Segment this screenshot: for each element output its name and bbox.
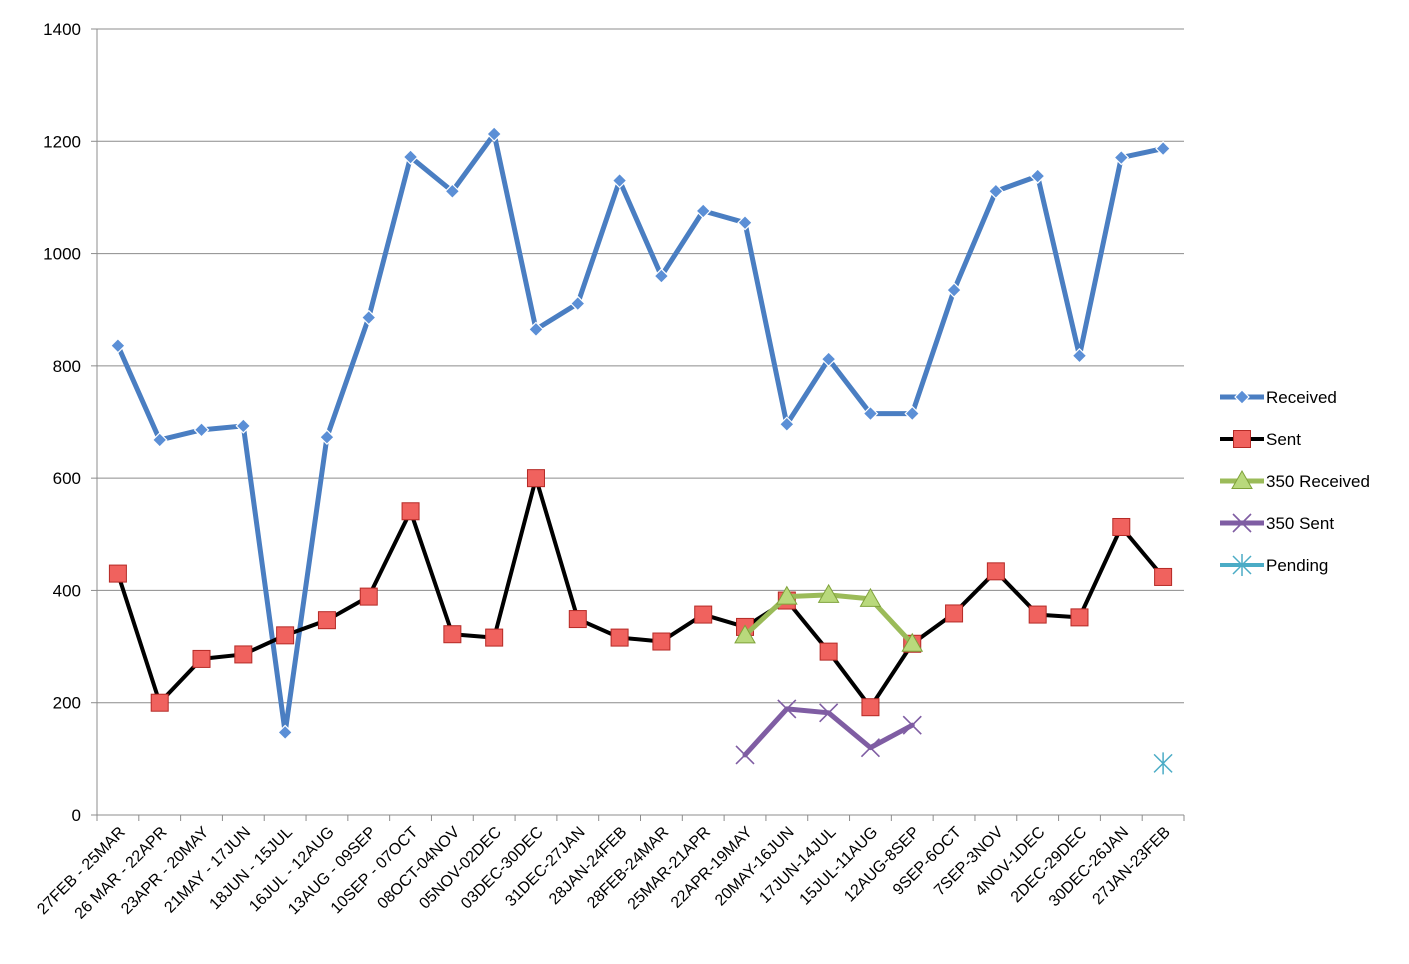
series-line-received — [115, 131, 1166, 735]
data-point-sent — [819, 642, 838, 661]
data-point-350-sent — [735, 745, 755, 765]
data-point-received — [569, 295, 586, 312]
y-tick-labels: 0 200 400 600 800 1000 1200 1400 — [43, 20, 81, 825]
data-point-sent — [1112, 517, 1131, 536]
data-point-350-sent — [902, 715, 922, 735]
y-tick-label: 0 — [72, 806, 81, 825]
data-point-received — [151, 432, 168, 448]
data-point-received — [486, 126, 503, 142]
series-pending — [1153, 752, 1173, 775]
data-point-350-received — [734, 624, 756, 644]
data-point-sent — [317, 611, 336, 630]
series-group — [108, 126, 1173, 775]
y-tick-label: 200 — [53, 694, 81, 713]
data-point-received — [778, 416, 795, 433]
y-tick-label: 1200 — [43, 132, 81, 151]
data-point-sent — [234, 645, 253, 664]
data-point-350-received — [775, 585, 798, 605]
gridlines — [97, 28, 1184, 704]
data-point-350-sent — [819, 703, 839, 723]
data-point-received — [1113, 149, 1130, 166]
data-point-sent — [1028, 605, 1047, 624]
data-point-sent — [1154, 567, 1173, 586]
series-350-received — [734, 583, 924, 652]
legend-marker-sent — [1233, 430, 1251, 448]
legend-item-received: Received — [1220, 388, 1337, 407]
data-point-350-received — [901, 632, 924, 652]
data-point-sent — [610, 628, 629, 647]
data-point-received — [110, 337, 126, 354]
data-point-sent — [192, 649, 211, 668]
legend-label: Sent — [1266, 430, 1301, 449]
data-point-received — [1071, 347, 1088, 364]
data-point-sent — [652, 632, 671, 651]
data-point-received — [820, 351, 837, 367]
data-point-350-received — [859, 587, 882, 607]
y-tick-label: 1400 — [43, 20, 81, 39]
legend-item-350-received: 350 Received — [1220, 469, 1370, 491]
legend-item-pending: Pending — [1220, 554, 1328, 576]
data-point-received — [402, 149, 419, 165]
y-tick-label: 400 — [53, 581, 81, 600]
y-tick-label: 800 — [53, 357, 81, 376]
data-point-received — [862, 405, 879, 422]
series-sent — [108, 469, 1173, 717]
axes — [91, 28, 1185, 821]
data-point-sent — [986, 562, 1005, 581]
data-point-received — [988, 183, 1004, 200]
data-point-sent — [526, 469, 545, 488]
data-point-received — [360, 309, 377, 326]
data-point-received — [528, 321, 544, 338]
data-point-received — [904, 405, 921, 422]
data-point-received — [193, 422, 210, 438]
data-point-received — [1155, 140, 1171, 157]
data-point-sent — [568, 610, 587, 629]
data-point-received — [277, 724, 293, 741]
legend-item-350-sent: 350 Sent — [1220, 513, 1334, 533]
data-point-sent — [861, 698, 880, 717]
series-line-350-sent — [742, 706, 915, 758]
data-point-sent — [276, 626, 295, 645]
data-point-350-sent — [860, 738, 881, 758]
data-point-350-sent — [777, 699, 797, 719]
legend-marker-350-sent — [1232, 513, 1252, 533]
y-tick-label: 1000 — [43, 245, 81, 264]
data-point-350-received — [817, 583, 840, 603]
data-point-received — [653, 268, 670, 284]
data-point-sent — [108, 564, 127, 583]
data-point-received — [444, 183, 461, 200]
y-tick-label: 600 — [53, 469, 81, 488]
data-point-sent — [485, 628, 504, 647]
data-point-sent — [1070, 608, 1089, 627]
legend: Received Sent 350 Received 350 Sent Pending — [1220, 388, 1370, 576]
legend-label: 350 Received — [1266, 472, 1370, 491]
data-point-sent — [150, 693, 169, 712]
data-point-sent — [401, 502, 420, 521]
legend-marker-pending — [1232, 554, 1252, 576]
x-tick-label: 27JAN-23FEB — [1090, 824, 1174, 908]
data-point-received — [695, 203, 712, 219]
legend-label: 350 Sent — [1266, 514, 1334, 533]
data-point-received — [319, 429, 335, 446]
data-point-received — [1029, 168, 1046, 184]
legend-label: Pending — [1266, 556, 1328, 575]
legend-marker-350-received — [1231, 469, 1253, 489]
data-point-received — [737, 214, 753, 231]
legend-item-sent: Sent — [1220, 430, 1301, 449]
series-350-sent — [735, 699, 922, 765]
data-point-sent — [443, 625, 462, 644]
legend-label: Received — [1266, 388, 1337, 407]
data-point-received — [235, 418, 252, 434]
series-received — [110, 126, 1171, 741]
data-point-sent — [694, 605, 713, 624]
data-point-received — [946, 282, 962, 298]
data-point-sent — [945, 604, 964, 623]
data-point-pending — [1153, 752, 1173, 775]
data-point-received — [611, 172, 628, 189]
data-point-sent — [359, 587, 378, 606]
legend-marker-received — [1234, 389, 1250, 405]
